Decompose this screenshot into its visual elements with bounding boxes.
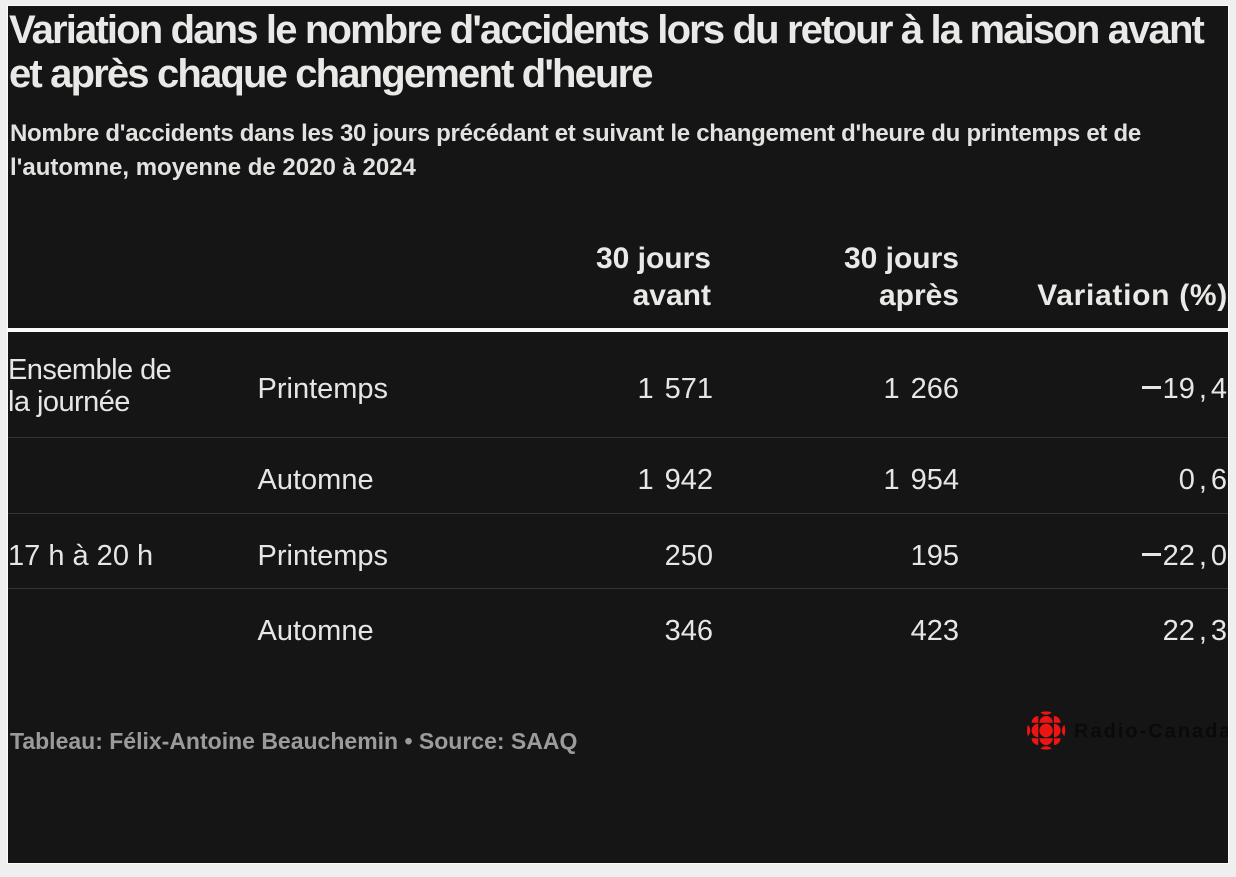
svg-text:Radio-Canada: Radio-Canada xyxy=(1074,721,1228,743)
